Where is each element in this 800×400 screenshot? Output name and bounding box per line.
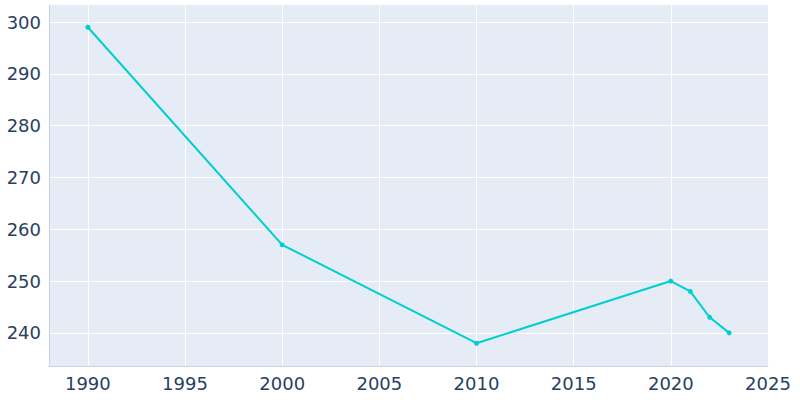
svg-text:240: 240 [7,322,41,343]
svg-text:290: 290 [7,63,41,84]
svg-text:260: 260 [7,219,41,240]
svg-text:2000: 2000 [259,373,305,394]
svg-text:2005: 2005 [356,373,402,394]
svg-text:300: 300 [7,12,41,33]
svg-text:1990: 1990 [65,373,111,394]
svg-text:250: 250 [7,271,41,292]
svg-text:280: 280 [7,115,41,136]
svg-text:270: 270 [7,167,41,188]
svg-text:2020: 2020 [648,373,694,394]
svg-text:1995: 1995 [162,373,208,394]
svg-text:2010: 2010 [454,373,500,394]
svg-text:2025: 2025 [745,373,791,394]
svg-text:2015: 2015 [551,373,597,394]
